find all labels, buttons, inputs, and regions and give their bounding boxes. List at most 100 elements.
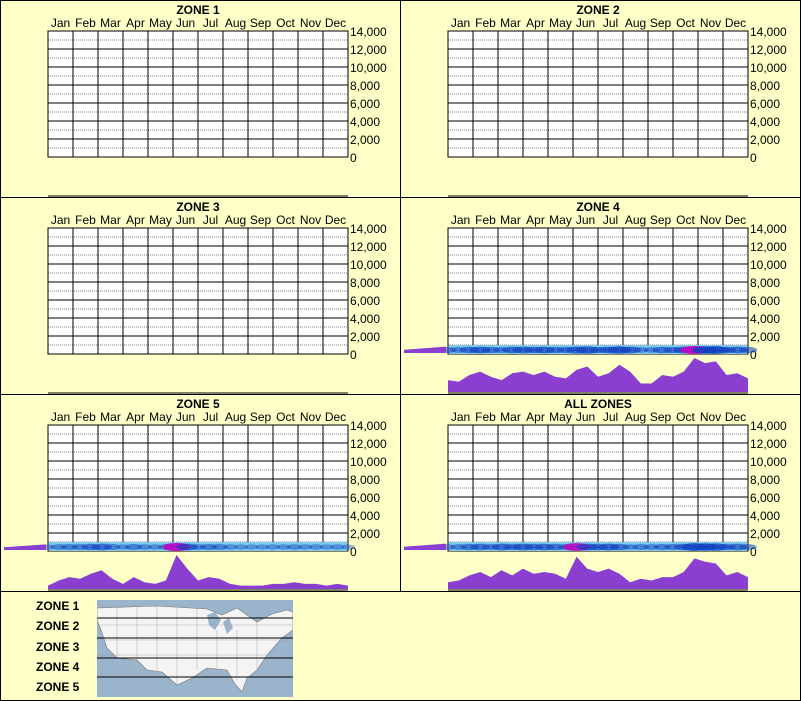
y-tick-label: 8,000 <box>750 276 780 290</box>
heat-cell <box>222 544 238 550</box>
y-tick-label: 8,000 <box>350 276 380 290</box>
heat-cell <box>330 544 345 550</box>
y-tick-label: 12,000 <box>350 437 387 451</box>
chart-title: ZONE 1 <box>176 3 220 17</box>
y-tick-label: 14,000 <box>750 419 787 433</box>
chart-svg-all-zones: ALL ZONES Jan Feb Mar Apr May Jun Jul Aug Sep Oct N… <box>404 397 787 591</box>
y-tick-label: 0 <box>350 348 357 362</box>
chart-svg-zone-4: ZONE 4 Jan Feb Mar Apr May Jun Jul Aug Sep Oct Nov D… <box>404 200 787 394</box>
month-label-apr: Apr <box>526 213 545 227</box>
heat-cell <box>276 544 291 550</box>
month-label-jul: Jul <box>603 410 618 424</box>
side-profile <box>4 544 46 550</box>
y-tick-label: 6,000 <box>350 294 380 308</box>
heat-cell <box>124 543 143 551</box>
month-label-may: May <box>149 410 172 424</box>
chart-panel-zone-2: ZONE 2 Jan Feb Mar Apr May Jun Jul Aug Sep Oct Nov D… <box>400 0 801 198</box>
month-label-sep: Sep <box>250 410 272 424</box>
y-tick-label: 6,000 <box>350 491 380 505</box>
month-label-may: May <box>149 16 172 30</box>
y-tick-label: 4,000 <box>750 509 780 523</box>
month-label-aug: Aug <box>625 410 646 424</box>
month-label-feb: Feb <box>475 16 496 30</box>
month-label-feb: Feb <box>475 410 496 424</box>
chart-title: ZONE 2 <box>576 3 620 17</box>
month-label-jul: Jul <box>603 213 618 227</box>
chart-panel-zone-4: ZONE 4 Jan Feb Mar Apr May Jun Jul Aug Sep Oct Nov D… <box>400 197 801 395</box>
month-label-may: May <box>549 410 572 424</box>
y-tick-label: 10,000 <box>350 61 387 75</box>
month-label-oct: Oct <box>676 410 695 424</box>
month-label-aug: Aug <box>225 410 246 424</box>
month-label-dec: Dec <box>725 410 746 424</box>
month-label-mar: Mar <box>500 410 521 424</box>
month-label-oct: Oct <box>276 410 295 424</box>
chart-svg-zone-5: ZONE 5 Jan Feb Mar Apr May Jun Jul Aug Sep Oct Nov D… <box>4 397 387 591</box>
y-tick-label: 4,000 <box>750 115 780 129</box>
month-label-oct: Oct <box>676 16 695 30</box>
y-tick-label: 10,000 <box>350 455 387 469</box>
month-label-nov: Nov <box>300 16 321 30</box>
y-tick-label: 0 <box>350 545 357 559</box>
y-tick-label: 6,000 <box>350 97 380 111</box>
y-tick-label: 12,000 <box>350 240 387 254</box>
month-label-apr: Apr <box>126 410 145 424</box>
month-label-apr: Apr <box>526 410 545 424</box>
month-label-aug: Aug <box>225 16 246 30</box>
y-tick-label: 2,000 <box>350 527 380 541</box>
heat-cell <box>176 543 199 551</box>
y-tick-label: 2,000 <box>350 133 380 147</box>
y-tick-label: 8,000 <box>750 473 780 487</box>
zone-label-3: ZONE 3 <box>36 640 80 654</box>
month-label-oct: Oct <box>676 213 695 227</box>
monthly-profile-area <box>448 358 748 392</box>
y-tick-label: 0 <box>750 545 757 559</box>
month-label-jul: Jul <box>603 16 618 30</box>
month-label-nov: Nov <box>700 410 721 424</box>
month-label-jun: Jun <box>576 410 595 424</box>
y-tick-label: 10,000 <box>750 61 787 75</box>
y-tick-label: 8,000 <box>750 79 780 93</box>
y-tick-label: 2,000 <box>350 330 380 344</box>
month-label-dec: Dec <box>725 16 746 30</box>
side-profile <box>404 346 446 353</box>
chart-panel-zone-5: ZONE 5 Jan Feb Mar Apr May Jun Jul Aug Sep Oct Nov D… <box>0 394 401 592</box>
month-label-jan: Jan <box>51 213 70 227</box>
month-label-mar: Mar <box>100 213 121 227</box>
y-tick-label: 0 <box>350 151 357 165</box>
month-label-jan: Jan <box>451 213 470 227</box>
month-label-jun: Jun <box>576 213 595 227</box>
month-label-may: May <box>149 213 172 227</box>
chart-title: ZONE 4 <box>576 200 620 214</box>
month-label-jul: Jul <box>203 16 218 30</box>
month-label-apr: Apr <box>126 16 145 30</box>
month-label-jun: Jun <box>176 410 195 424</box>
y-tick-label: 12,000 <box>750 240 787 254</box>
y-tick-label: 4,000 <box>350 312 380 326</box>
month-label-sep: Sep <box>250 213 272 227</box>
month-label-jul: Jul <box>203 410 218 424</box>
month-label-mar: Mar <box>500 213 521 227</box>
month-label-mar: Mar <box>100 16 121 30</box>
month-label-mar: Mar <box>100 410 121 424</box>
y-tick-label: 12,000 <box>350 43 387 57</box>
month-label-dec: Dec <box>325 213 346 227</box>
month-label-jun: Jun <box>176 16 195 30</box>
month-label-nov: Nov <box>300 410 321 424</box>
month-label-aug: Aug <box>625 16 646 30</box>
month-label-may: May <box>549 16 572 30</box>
month-label-dec: Dec <box>325 410 346 424</box>
chart-svg-zone-3: ZONE 3 Jan Feb Mar Apr May Jun Jul Aug Sep Oct Nov D… <box>47 200 387 394</box>
us-map-icon <box>97 600 293 697</box>
y-tick-label: 10,000 <box>750 455 787 469</box>
heat-cell <box>136 544 153 550</box>
month-label-dec: Dec <box>325 16 346 30</box>
month-label-jan: Jan <box>451 410 470 424</box>
month-label-dec: Dec <box>725 213 746 227</box>
month-label-sep: Sep <box>650 410 672 424</box>
y-tick-label: 14,000 <box>350 25 387 39</box>
month-label-apr: Apr <box>526 16 545 30</box>
zone-label-1: ZONE 1 <box>36 599 80 613</box>
y-tick-label: 8,000 <box>350 79 380 93</box>
month-label-mar: Mar <box>500 16 521 30</box>
